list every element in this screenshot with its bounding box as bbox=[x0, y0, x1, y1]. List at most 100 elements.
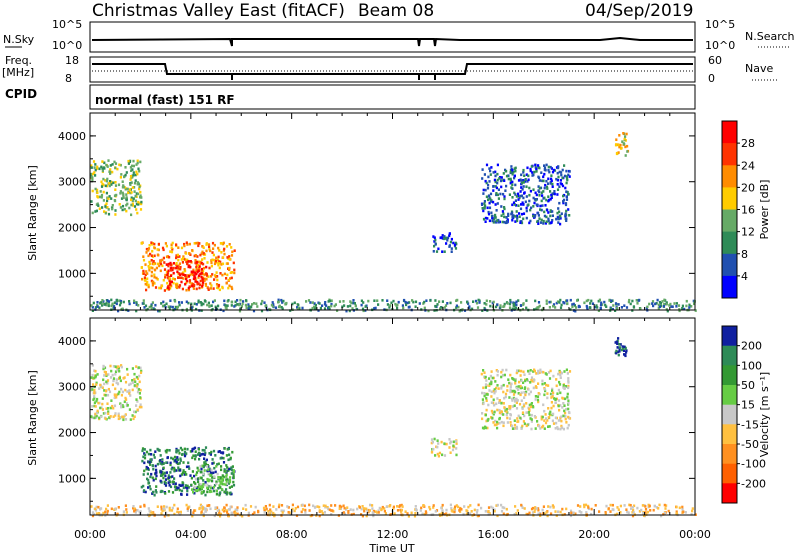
velocity-echo-cell bbox=[522, 420, 525, 423]
power-echo-cell bbox=[107, 212, 111, 216]
velocity-echo-cell bbox=[494, 390, 497, 393]
power-echo-cell bbox=[122, 196, 125, 200]
power-echo-cell bbox=[560, 173, 563, 177]
velocity-echo-cell bbox=[552, 506, 555, 509]
power-echo-cell bbox=[153, 254, 156, 258]
freq-tick-top: 18 bbox=[65, 54, 79, 67]
power-echo-cell bbox=[318, 302, 321, 305]
power-echo-cell bbox=[139, 194, 142, 197]
velocity-echo-cell bbox=[449, 503, 452, 507]
velocity-echo-cell bbox=[133, 410, 136, 414]
velocity-echo-cell bbox=[567, 377, 570, 380]
velocity-echo-cell bbox=[189, 474, 192, 477]
velocity-echo-cell bbox=[527, 411, 530, 414]
velocity-echo-cell bbox=[501, 374, 505, 377]
power-echo-cell bbox=[408, 301, 411, 304]
velocity-echo-cell bbox=[117, 412, 120, 416]
power-echo-cell bbox=[510, 186, 513, 189]
power-echo-cell bbox=[284, 302, 287, 306]
velocity-echo-cell bbox=[498, 421, 501, 425]
power-echo-cell bbox=[658, 300, 662, 304]
power-echo-cell bbox=[502, 172, 505, 175]
power-echo-cell bbox=[530, 206, 533, 210]
power-echo-cell bbox=[545, 302, 548, 305]
power-echo-cell bbox=[128, 302, 131, 306]
power-echo-cell bbox=[555, 177, 558, 181]
power-echo-cell bbox=[102, 199, 105, 202]
velocity-echo-cell bbox=[179, 474, 182, 478]
power-echo-cell bbox=[681, 307, 684, 310]
velocity-echo-cell bbox=[140, 369, 143, 373]
velocity-echo-cell bbox=[560, 424, 563, 428]
velocity-echo-cell bbox=[105, 507, 108, 511]
power-echo-cell bbox=[166, 286, 169, 289]
power-echo-cell bbox=[127, 159, 130, 163]
velocity-echo-cell bbox=[500, 401, 503, 405]
velocity-echo-cell bbox=[552, 404, 555, 408]
power-echo-cell bbox=[514, 169, 517, 173]
power-echo-cell bbox=[260, 309, 264, 313]
velocity-echo-cell bbox=[657, 507, 660, 510]
power-echo-cell bbox=[185, 307, 188, 311]
power-echo-cell bbox=[281, 301, 284, 304]
velocity-echo-cell bbox=[126, 390, 129, 393]
power-echo-cell bbox=[529, 169, 532, 173]
power-echo-cell bbox=[609, 307, 612, 310]
velocity-echo-cell bbox=[628, 503, 631, 507]
power-echo-cell bbox=[196, 280, 199, 284]
power-echo-cell bbox=[522, 203, 525, 206]
velocity-echo-cell bbox=[117, 506, 120, 509]
power-echo-cell bbox=[543, 214, 546, 218]
power-echo-cell bbox=[215, 259, 218, 263]
velocity-echo-cell bbox=[485, 399, 488, 402]
power-echo-cell bbox=[144, 273, 147, 277]
velocity-echo-cell bbox=[495, 423, 498, 426]
velocity-echo-cell bbox=[149, 448, 152, 452]
x-tick-label: 20:00 bbox=[578, 528, 610, 541]
power-echo-cell bbox=[341, 305, 344, 309]
velocity-echo-cell bbox=[133, 378, 136, 381]
power-echo-cell bbox=[113, 194, 117, 197]
power-echo-cell bbox=[187, 301, 190, 305]
velocity-echo-cell bbox=[95, 411, 99, 414]
power-echo-cell bbox=[361, 307, 365, 311]
power-echo-cell bbox=[153, 273, 156, 277]
power-echo-region bbox=[90, 159, 143, 217]
velocity-echo-cell bbox=[118, 376, 121, 380]
power-echo-cell bbox=[103, 161, 106, 165]
velocity-echo-cell bbox=[528, 372, 531, 375]
velocity-echo-cell bbox=[584, 503, 588, 507]
velocity-echo-cell bbox=[142, 484, 145, 488]
velocity-echo-cell bbox=[496, 384, 499, 387]
velocity-echo-cell bbox=[156, 462, 159, 466]
velocity-echo-cell bbox=[203, 461, 206, 464]
velocity-echo-cell bbox=[533, 510, 536, 513]
velocity-echo-cell bbox=[506, 421, 509, 424]
velocity-echo-cell bbox=[221, 474, 224, 477]
velocity-echo-cell bbox=[149, 463, 152, 466]
velocity-echo-cell bbox=[169, 475, 172, 479]
power-echo-cell bbox=[527, 178, 530, 182]
power-echo-cell bbox=[453, 243, 457, 247]
power-echo-cell bbox=[476, 306, 480, 309]
power-echo-cell bbox=[151, 266, 154, 270]
power-echo-cell bbox=[626, 150, 629, 153]
power-echo-cell bbox=[507, 212, 510, 216]
power-echo-cell bbox=[140, 266, 143, 269]
velocity-echo-cell bbox=[538, 371, 541, 374]
velocity-echo-cell bbox=[150, 458, 153, 461]
velocity-echo-cell bbox=[192, 511, 195, 514]
power-echo-cell bbox=[95, 209, 98, 213]
velocity-echo-cell bbox=[182, 469, 185, 472]
power-echo-cell bbox=[547, 217, 550, 221]
power-echo-cell bbox=[103, 167, 106, 170]
velocity-echo-cell bbox=[617, 337, 620, 340]
velocity-echo-cell bbox=[506, 416, 509, 420]
velocity-echo-cell bbox=[437, 454, 440, 458]
velocity-echo-cell bbox=[204, 510, 208, 513]
velocity-echo-cell bbox=[123, 400, 126, 403]
power-echo-cell bbox=[551, 219, 554, 222]
power-colorbar-tick-label: 12 bbox=[741, 226, 755, 239]
velocity-echo-cell bbox=[220, 465, 223, 468]
power-echo-cell bbox=[568, 170, 571, 173]
